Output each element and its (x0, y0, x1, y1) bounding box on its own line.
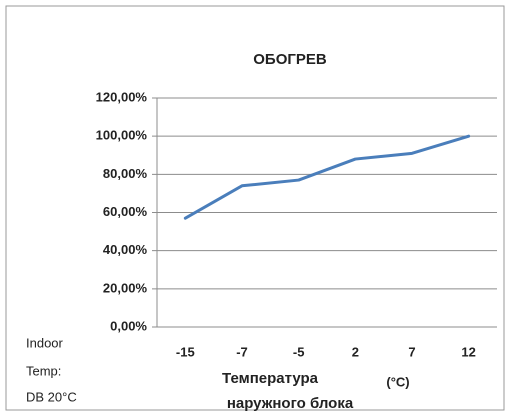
x-tick-label: -15 (176, 344, 195, 359)
x-tick-label: 12 (461, 344, 475, 359)
y-tick-label: 0,00% (110, 318, 147, 333)
annotation: Temp: (26, 363, 61, 378)
annotation: Indoor (26, 335, 64, 350)
x-axis-label: наружного блока (227, 395, 354, 412)
chart-title: ОБОГРЕВ (253, 51, 327, 68)
x-tick-label: 7 (408, 344, 415, 359)
x-tick-label: 2 (352, 344, 359, 359)
y-tick-label: 100,00% (96, 128, 148, 143)
y-tick-label: 120,00% (96, 89, 148, 104)
y-tick-label: 20,00% (103, 280, 148, 295)
y-tick-label: 40,00% (103, 242, 148, 257)
chart-border (5, 5, 505, 411)
y-tick-label: 80,00% (103, 166, 148, 181)
annotation: DB 20°C (26, 389, 77, 404)
x-tick-label: -7 (236, 344, 248, 359)
x-tick-label: -5 (293, 344, 305, 359)
line-series (183, 134, 471, 220)
y-tick-label: 60,00% (103, 204, 148, 219)
x-axis-unit: (°C) (386, 374, 409, 389)
x-axis-label: Температура (222, 370, 319, 387)
